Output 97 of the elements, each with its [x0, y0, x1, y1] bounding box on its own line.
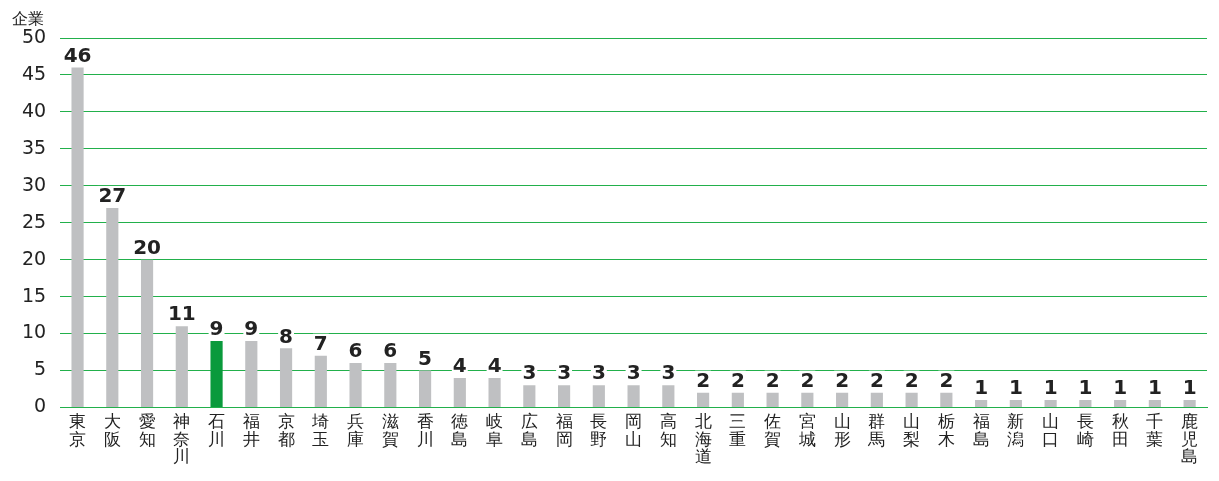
data-label: 1 [1182, 375, 1197, 400]
data-label: 2 [939, 367, 954, 392]
bar [314, 355, 327, 407]
data-label: 1 [1147, 375, 1162, 400]
x-tick-label: 岡山 [625, 410, 643, 449]
y-tick-label: 15 [21, 283, 47, 306]
x-tick-label: 秋田 [1111, 410, 1129, 449]
x-tick-label: 福岡 [555, 410, 573, 449]
x-tick-label: 鹿児島 [1181, 410, 1199, 467]
bar [453, 377, 466, 407]
data-label: 4 [487, 353, 502, 378]
data-label: 27 [98, 183, 127, 208]
bar [940, 392, 953, 407]
bar [210, 340, 223, 407]
data-label: 20 [133, 234, 161, 259]
data-label: 4 [452, 353, 467, 378]
x-tick-label: 新潟 [1007, 410, 1025, 449]
data-label: 2 [835, 367, 850, 392]
x-tick-label: 福島 [972, 410, 990, 449]
bar [627, 385, 640, 407]
bar [662, 385, 675, 407]
data-label: 1 [1078, 375, 1093, 400]
data-label: 3 [626, 360, 641, 385]
data-label: 1 [1113, 375, 1128, 400]
data-label: 2 [765, 367, 780, 392]
y-tick-label: 35 [21, 135, 47, 158]
data-label: 3 [522, 360, 537, 385]
x-tick-label: 栃木 [937, 410, 955, 449]
data-label: 3 [661, 360, 676, 385]
x-tick-label: 徳島 [451, 410, 469, 449]
data-label: 7 [313, 330, 328, 355]
bar [905, 392, 918, 407]
data-label: 11 [167, 301, 196, 326]
data-label: 9 [209, 316, 224, 341]
data-label: 2 [904, 367, 919, 392]
x-tick-label: 滋賀 [381, 410, 399, 449]
data-label: 8 [279, 323, 294, 348]
data-label: 6 [348, 338, 363, 363]
data-label: 46 [63, 42, 92, 67]
bar [245, 340, 258, 407]
bar [488, 377, 501, 407]
y-tick-label: 30 [21, 172, 47, 195]
bar [279, 348, 293, 407]
bar [106, 207, 119, 407]
x-tick-label: 高知 [659, 410, 677, 449]
x-tick-label: 長崎 [1076, 410, 1094, 449]
x-tick-label: 群馬 [867, 410, 886, 449]
x-tick-label: 福井 [242, 410, 260, 449]
bar [592, 385, 605, 407]
x-tick-label: 大阪 [103, 410, 121, 449]
data-label: 2 [696, 367, 711, 392]
x-tick-label: 佐賀 [764, 410, 782, 449]
bar [801, 392, 814, 407]
y-tick-label: 25 [21, 209, 47, 232]
x-tick-label: 三重 [729, 410, 747, 449]
bar [766, 392, 779, 407]
data-label: 9 [244, 316, 259, 341]
x-tick-label: 兵庫 [347, 410, 365, 449]
y-axis-title: 企業 [12, 9, 44, 29]
bar [731, 392, 744, 407]
y-tick-label: 0 [34, 394, 47, 417]
x-tick-label: 長野 [590, 410, 608, 449]
data-label: 1 [1043, 375, 1058, 400]
data-label: 3 [557, 360, 572, 385]
x-tick-label: 埼玉 [311, 410, 330, 449]
bar [523, 385, 536, 407]
x-tick-label: 愛知 [138, 410, 156, 449]
data-label: 2 [800, 367, 815, 392]
bar [836, 392, 849, 407]
y-tick-label: 5 [34, 357, 47, 380]
x-tick-label: 石川 [208, 410, 226, 449]
x-tick-label: 山口 [1042, 410, 1060, 449]
x-tick-label: 香川 [416, 410, 434, 449]
data-label: 5 [418, 345, 433, 370]
data-label: 2 [730, 367, 745, 392]
data-label: 3 [591, 360, 606, 385]
x-tick-label: 山梨 [903, 410, 921, 449]
bar [697, 392, 710, 407]
x-tick-label: 京都 [277, 410, 295, 449]
bar [558, 385, 571, 407]
x-tick-label: 神奈川 [173, 410, 191, 467]
y-tick-label: 20 [21, 246, 47, 269]
x-tick-label: 東京 [69, 410, 87, 449]
x-tick-label: 山形 [833, 410, 851, 449]
x-tick-label: 北海道 [694, 410, 712, 467]
data-label: 1 [1008, 375, 1023, 400]
bar [870, 392, 883, 407]
data-label: 1 [974, 375, 989, 400]
data-label: 6 [383, 338, 398, 363]
data-label: 2 [869, 367, 884, 392]
x-tick-label: 岐阜 [486, 410, 504, 449]
x-tick-label: 宮城 [797, 410, 816, 449]
y-tick-label: 45 [21, 61, 47, 84]
y-tick-label: 10 [21, 320, 47, 343]
x-tick-label: 広島 [520, 410, 538, 449]
y-tick-label: 40 [21, 98, 47, 121]
x-tick-label: 千葉 [1146, 410, 1164, 449]
